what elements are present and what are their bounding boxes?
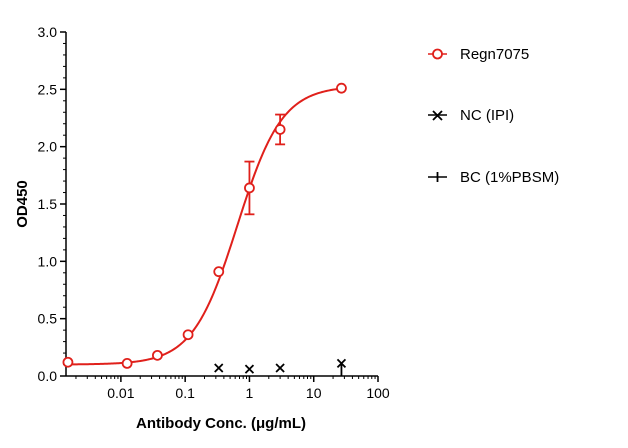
x-tick-label: 100 [366,385,390,401]
regn7075-point [213,266,225,278]
y-tick-label: 3.0 [38,24,58,40]
x-ticks: 0.01 0.1 1 10 100 [75,376,390,401]
legend-item-regn7075: Regn7075 [428,46,529,63]
axes: 0.0 0.5 1.0 1.5 2.0 2.5 3.0 0.01 0.1 1 10 100 [38,24,390,401]
x-tick-label: 10 [306,385,322,401]
legend-item-nc: NC (IPI) [428,107,514,124]
regn7075-point [62,356,74,368]
legend: Regn7075 NC (IPI) BC (1%PBSM) [428,46,559,186]
legend-marker-regn7075 [432,48,443,60]
y-ticks: 0.0 0.5 1.0 1.5 2.0 2.5 3.0 [38,24,66,384]
y-tick-label: 2.0 [38,139,58,155]
x-tick-label: 1 [246,385,254,401]
y-axis-title: OD450 [14,180,31,228]
y-tick-label: 1.5 [38,196,58,212]
legend-marker-nc [432,110,443,121]
nc-point [214,363,224,373]
regn7075-point [336,82,347,94]
legend-label-bc: BC (1%PBSM) [460,169,559,186]
y-tick-label: 2.5 [38,81,58,97]
regn7075-point [121,357,133,369]
y-tick-label: 0.0 [38,368,58,384]
legend-item-bc: BC (1%PBSM) [428,169,559,186]
x-tick-label: 0.1 [175,385,195,401]
regn7075-point [274,124,286,135]
nc-point [336,358,347,369]
nc-point [275,363,285,373]
series-layer [62,82,347,377]
y-tick-label: 1.0 [38,253,58,269]
regn7075-point [244,182,255,194]
x-axis-title: Antibody Conc. (μg/mL) [136,415,306,432]
regn7075-point [182,329,194,341]
nc-point [244,364,255,374]
legend-label-regn7075: Regn7075 [460,46,529,63]
regn7075-point [152,349,163,361]
x-tick-label: 0.01 [107,385,134,401]
y-tick-label: 0.5 [38,311,58,327]
regn7075-fit-curve [66,87,342,366]
legend-label-nc: NC (IPI) [460,107,514,124]
